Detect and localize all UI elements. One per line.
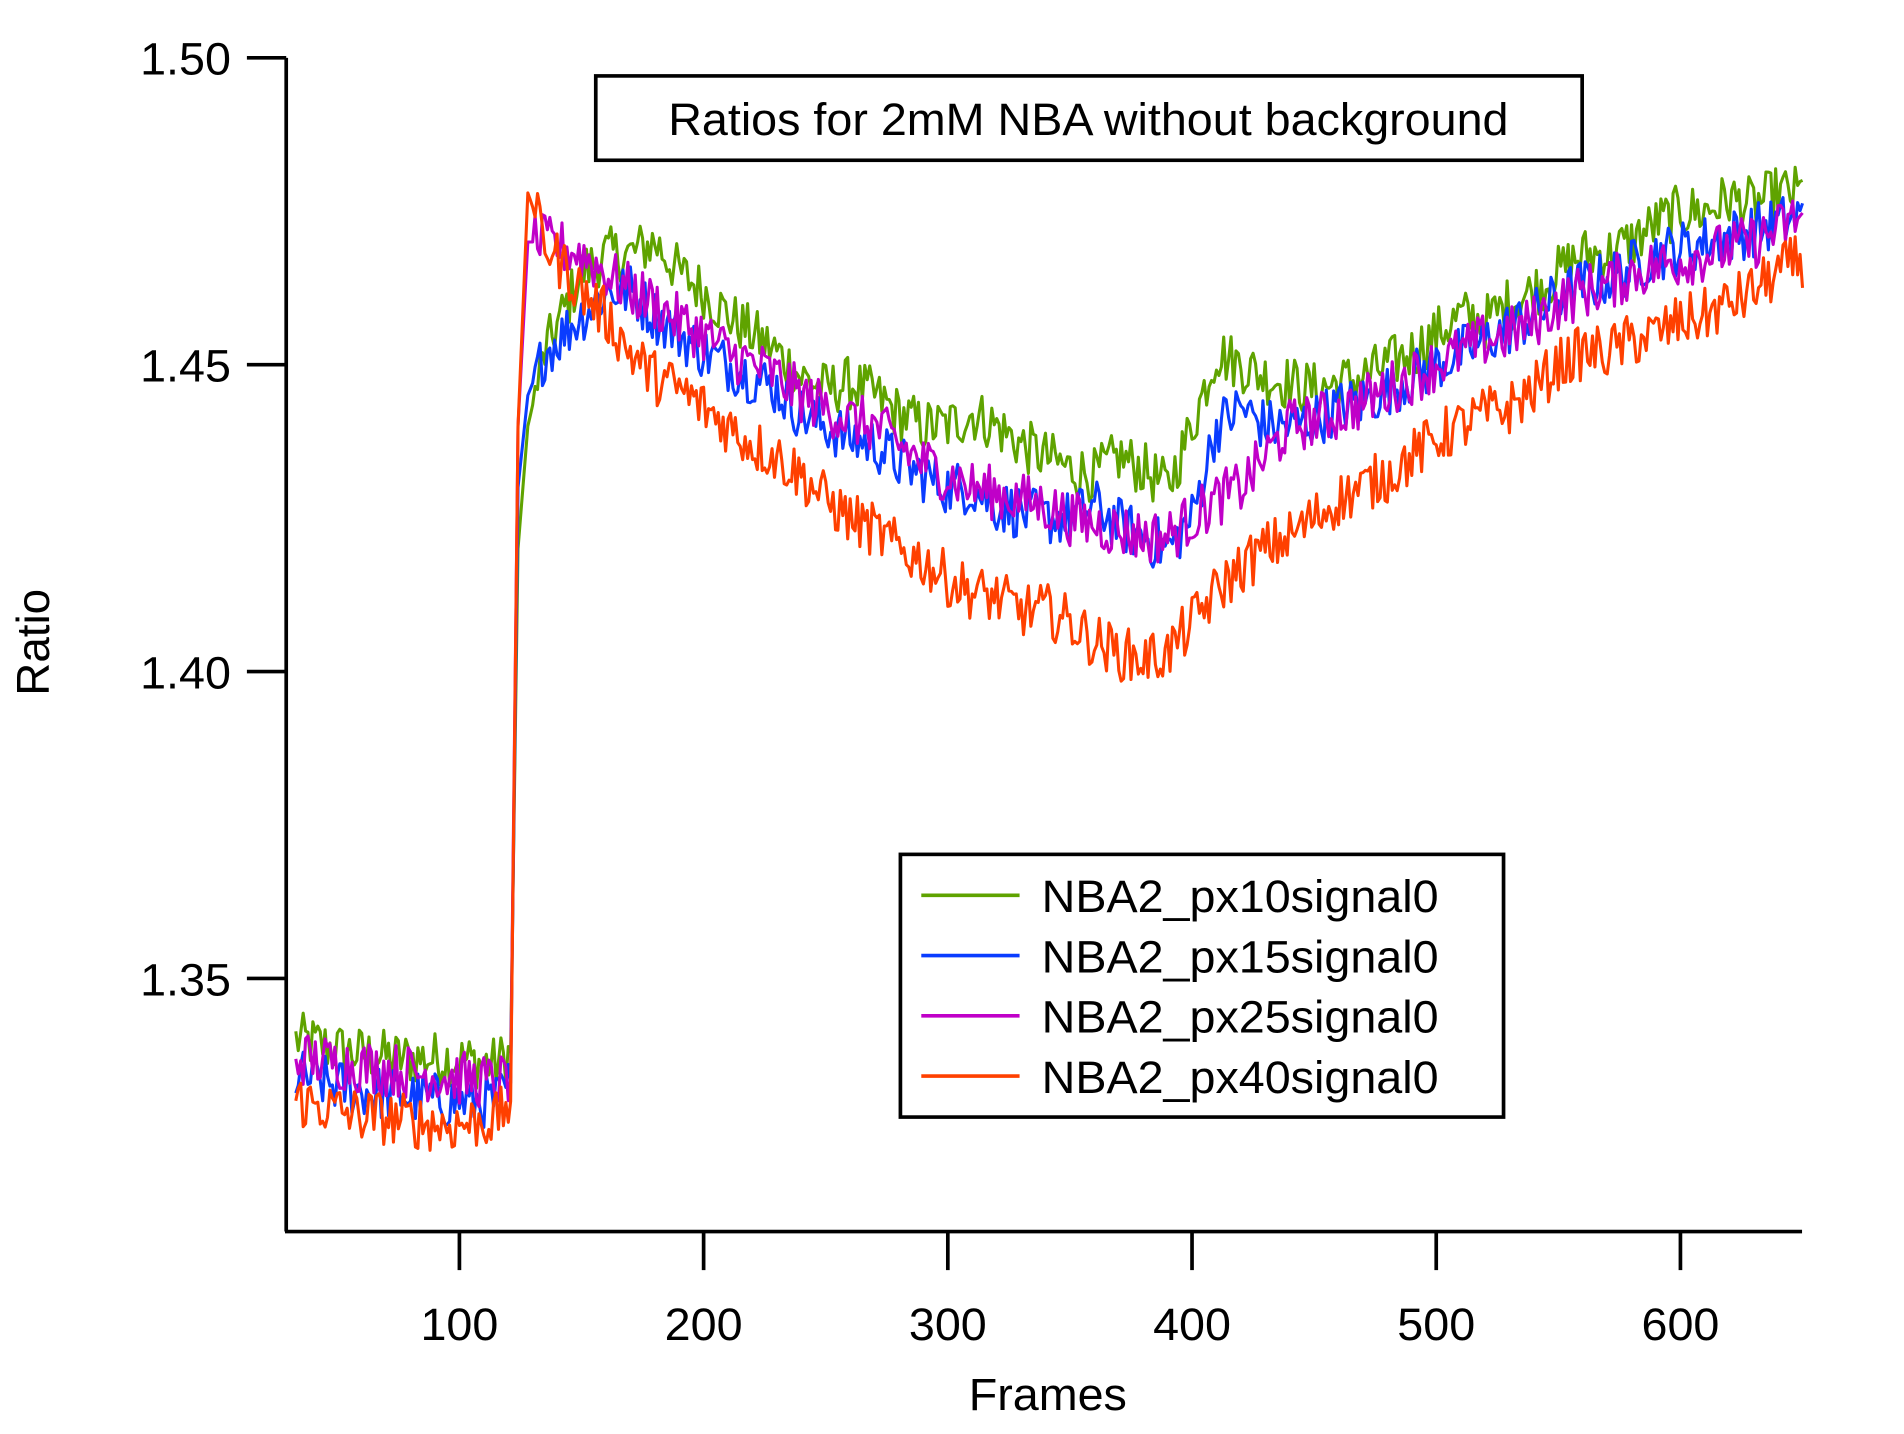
x-tick-label: 500 [1397,1298,1475,1349]
x-tick-label: 100 [420,1298,498,1349]
y-tick-label: 1.35 [140,954,231,1005]
x-tick-label: 200 [665,1298,743,1349]
legend-item: NBA2_px15signal0 [921,931,1439,982]
chart-title: Ratios for 2mM NBA without background [668,93,1508,144]
x-axis-label: Frames [969,1368,1127,1419]
series-line-NBA2_px15signal0 [294,196,1804,1129]
legend: NBA2_px10signal0 NBA2_px15signal0 NBA2_px2… [898,852,1506,1119]
x-tick-label: 300 [909,1298,987,1349]
legend-label: NBA2_px25signal0 [1042,991,1439,1042]
series-line-NBA2_px40signal0 [294,191,1805,1152]
x-tick-label: 600 [1642,1298,1720,1349]
chart-title-box: Ratios for 2mM NBA without background [593,74,1585,163]
title-frame [593,74,1585,163]
x-tick-label: 400 [1153,1298,1231,1349]
legend-item: NBA2_px25signal0 [921,991,1439,1043]
legend-item: NBA2_px10signal0 [921,871,1439,922]
axis-ticks: 100 200 300 400 500 600 1.35 1.40 1.45 1.50 [140,33,1719,1350]
series-line-NBA2_px25signal0 [294,199,1804,1109]
legend-frame [898,852,1506,1119]
legend-item: NBA2_px40signal0 [921,1051,1439,1103]
series-layer [294,165,1805,1152]
legend-label: NBA2_px15signal0 [1042,931,1439,982]
y-axis-label: Ratio [7,589,59,696]
y-tick-label: 1.45 [140,340,231,391]
y-tick-label: 1.50 [140,33,231,84]
y-tick-label: 1.40 [140,647,231,698]
legend-label: NBA2_px10signal0 [1042,871,1439,922]
legend-label: NBA2_px40signal0 [1042,1051,1439,1102]
series-line-NBA2_px10signal0 [294,165,1804,1090]
